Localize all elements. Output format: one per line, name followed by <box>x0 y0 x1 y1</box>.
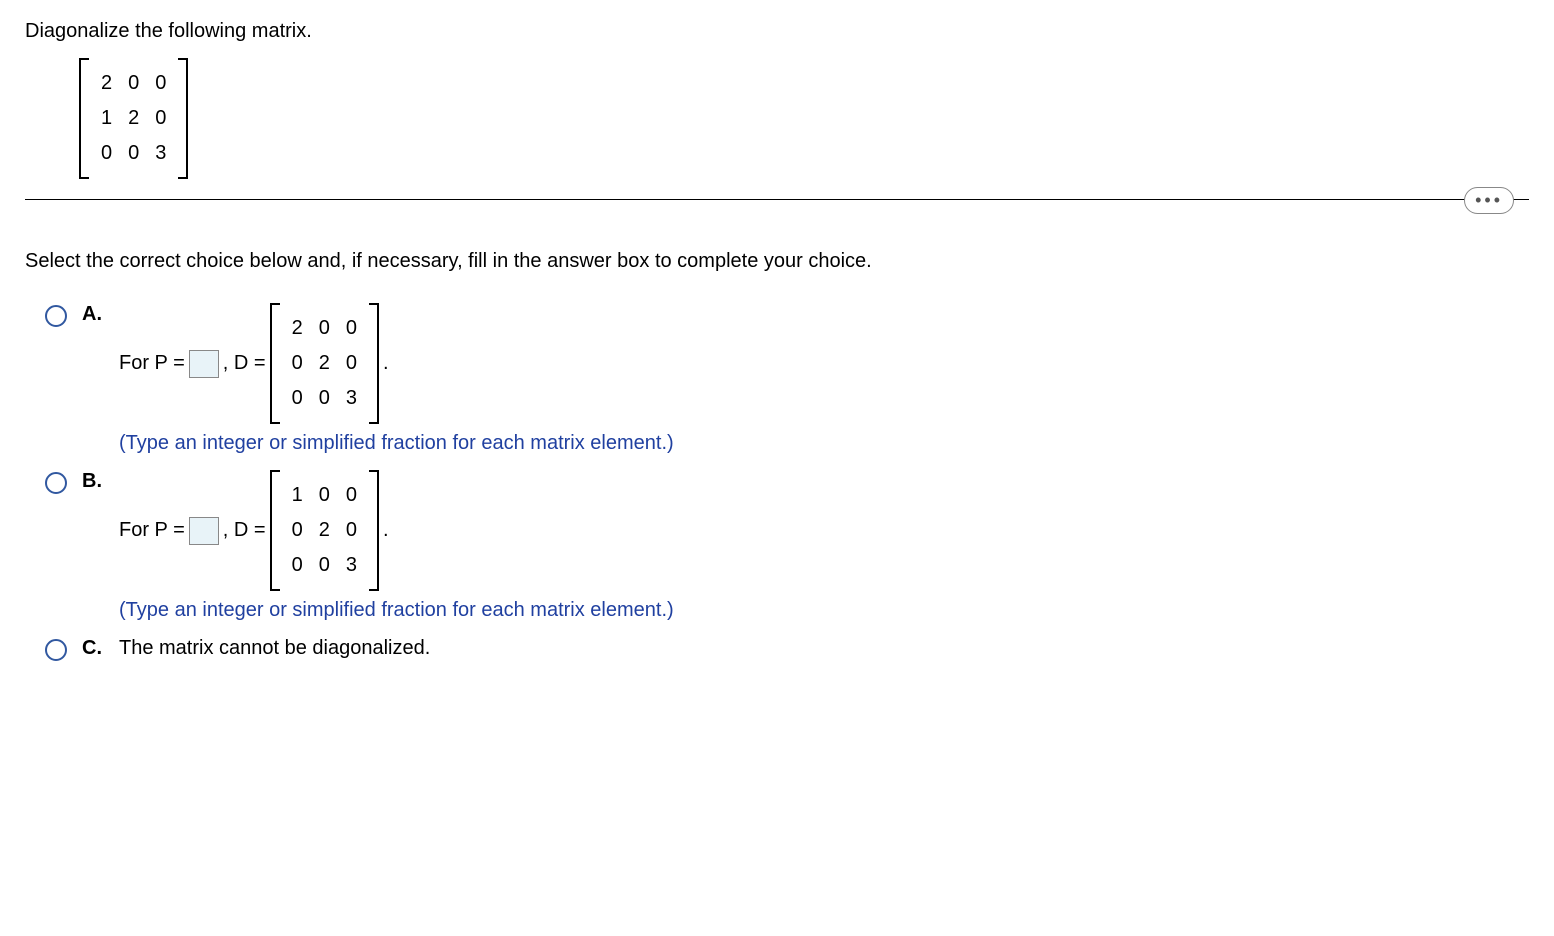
choice-a-label: A. <box>82 303 104 326</box>
choice-b-mid: , D = <box>223 519 266 542</box>
choice-b-p-input[interactable] <box>189 517 219 545</box>
instruction-text: Select the correct choice below and, if … <box>25 250 1529 273</box>
choice-b-hint: (Type an integer or simplified fraction … <box>119 599 1529 622</box>
problem-matrix: 200 120 003 <box>75 58 1529 179</box>
choice-b-d-matrix: 100 020 003 <box>270 470 379 591</box>
choice-c-radio[interactable] <box>45 639 67 661</box>
choice-c-text: The matrix cannot be diagonalized. <box>119 637 1529 660</box>
section-divider: ••• <box>25 199 1529 200</box>
choice-a-d-matrix: 200 020 003 <box>270 303 379 424</box>
choice-b-suffix: . <box>383 519 389 542</box>
choice-b: B. For P = , D = 100 020 003 . (Type an … <box>25 470 1529 622</box>
choice-c-label: C. <box>82 637 104 660</box>
choice-a-mid: , D = <box>223 352 266 375</box>
choice-b-prefix: For P = <box>119 519 185 542</box>
choice-a-suffix: . <box>383 352 389 375</box>
choice-a-hint: (Type an integer or simplified fraction … <box>119 432 1529 455</box>
choice-a-p-input[interactable] <box>189 350 219 378</box>
choice-c: C. The matrix cannot be diagonalized. <box>25 637 1529 661</box>
choice-a: A. For P = , D = 200 020 003 . (Type an … <box>25 303 1529 455</box>
more-options-button[interactable]: ••• <box>1464 187 1514 214</box>
choice-a-radio[interactable] <box>45 305 67 327</box>
choice-a-prefix: For P = <box>119 352 185 375</box>
choice-b-radio[interactable] <box>45 472 67 494</box>
choice-b-label: B. <box>82 470 104 493</box>
question-prompt: Diagonalize the following matrix. <box>25 20 1529 43</box>
